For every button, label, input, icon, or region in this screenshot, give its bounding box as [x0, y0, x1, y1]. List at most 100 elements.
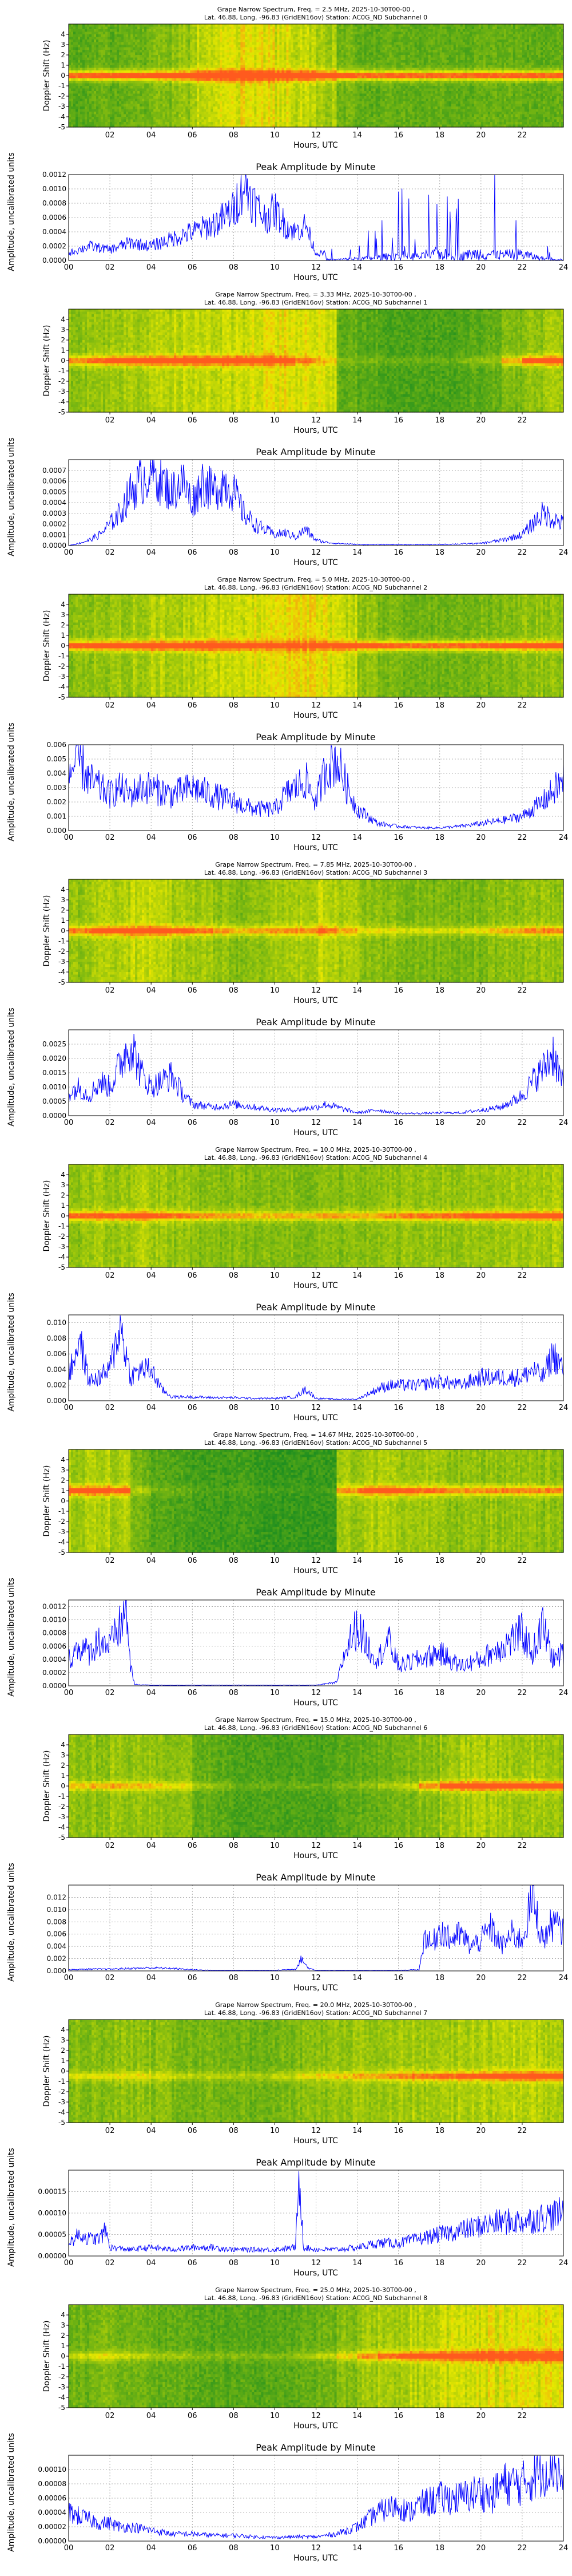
spectrogram-cell [140, 60, 142, 63]
spectrogram-cell [137, 117, 140, 120]
spectrogram-cell [140, 58, 142, 61]
spectrogram-cell [87, 104, 90, 107]
spectrogram-cell [119, 65, 122, 68]
spectrogram-cell [140, 32, 142, 35]
spectrogram-cell [158, 89, 161, 92]
spectrogram-cell [165, 70, 168, 73]
spectrogram-cell [96, 76, 99, 78]
spectrogram-cell [94, 58, 97, 61]
spectrogram-cell [110, 48, 113, 50]
spectrogram-cell [71, 29, 74, 32]
spectrogram-cell [119, 91, 122, 94]
spectrogram-cell [101, 101, 104, 104]
spectrogram-cell [76, 84, 78, 86]
spectrogram-cell [92, 112, 94, 114]
spectrogram-cell [151, 78, 154, 81]
spectrogram-cell [80, 81, 83, 84]
spectrogram-cell [149, 29, 152, 32]
spectrogram-cell [153, 91, 156, 94]
spectrogram-cell [110, 45, 113, 48]
spectrogram-cell [137, 24, 140, 27]
spectrogram-cell [94, 89, 97, 92]
spectrogram-cell [78, 89, 81, 92]
spectrogram-cell [124, 32, 126, 35]
spectrogram-cell [82, 42, 85, 45]
spectrogram-cell [78, 42, 81, 45]
spectrogram-cell [142, 63, 145, 66]
spectrogram-cell [128, 58, 131, 61]
spectrogram-cell [103, 68, 106, 71]
spectrogram-cell [130, 106, 133, 109]
spectrogram-cell [73, 78, 76, 81]
spectrogram-cell [128, 96, 131, 99]
spectrogram-cell [85, 91, 88, 94]
spectrogram-cell [160, 68, 163, 71]
spectrogram-cell [128, 32, 131, 35]
spectrogram-cell [124, 50, 126, 53]
spectrogram-cell [94, 68, 97, 71]
spectrogram-cell [126, 65, 129, 68]
spectrogram-cell [121, 65, 124, 68]
spectrogram-cell [94, 34, 97, 37]
spectrogram-cell [121, 76, 124, 78]
spectrogram-cell [146, 86, 149, 89]
spectrogram-cell [105, 122, 108, 125]
spectrogram-cell [76, 42, 78, 45]
spectrogram-cell [105, 37, 108, 40]
spectrogram-cell [162, 106, 165, 109]
spectrogram-cell [94, 73, 97, 76]
spectrogram-cell [87, 24, 90, 27]
spectrogram-cell [105, 89, 108, 92]
spectrogram-cell [69, 53, 72, 56]
spectrogram-cell [96, 32, 99, 35]
spectrogram-cell [124, 73, 126, 76]
spectrogram-cell [103, 106, 106, 109]
spectrogram-cell [124, 39, 126, 42]
spectrogram-cell [73, 104, 76, 107]
spectrogram-cell [112, 70, 115, 73]
spectrogram-cell [162, 53, 165, 56]
spectrogram-cell [146, 29, 149, 32]
spectrogram-cell [130, 81, 133, 84]
spectrogram-cell [108, 48, 110, 50]
spectrogram-cell [112, 42, 115, 45]
spectrogram-cell [69, 94, 72, 97]
spectrogram-cell [149, 101, 152, 104]
spectrogram-cell [126, 81, 129, 84]
spectrogram-cell [92, 109, 94, 112]
spectrogram-cell [73, 101, 76, 104]
spectrogram-cell [110, 101, 113, 104]
spectrogram-cell [130, 73, 133, 76]
spectrogram-cell [119, 63, 122, 66]
spectrogram-cell [140, 117, 142, 120]
spectrogram-cell [133, 68, 136, 71]
spectrogram-cell [151, 99, 154, 102]
spectrogram-cell [101, 81, 104, 84]
spectrogram-cell [76, 120, 78, 123]
spectrogram-cell [76, 73, 78, 76]
spectrogram-cell [108, 37, 110, 40]
spectrogram-cell [101, 114, 104, 117]
spectrogram-cell [80, 39, 83, 42]
spectrogram-cell [165, 94, 168, 97]
spectrogram-cell [76, 96, 78, 99]
spectrogram-cell [119, 58, 122, 61]
spectrogram-cell [140, 68, 142, 71]
spectrogram-cell [151, 50, 154, 53]
spectrogram-cell [112, 84, 115, 86]
spectrogram-cell [162, 68, 165, 71]
spectrogram-cell [112, 45, 115, 48]
spectrogram-cell [96, 65, 99, 68]
spectrogram-cell [158, 53, 161, 56]
spectrogram-cell [78, 86, 81, 89]
spectrogram-cell [162, 84, 165, 86]
spectrogram-cell [165, 84, 168, 86]
spectrogram-cell [162, 58, 165, 61]
spectrogram-cell [78, 45, 81, 48]
spectrogram-cell [87, 39, 90, 42]
spectrogram-cell [112, 58, 115, 61]
spectrogram-cell [114, 76, 117, 78]
spectrogram-cell [94, 70, 97, 73]
spectrogram-cell [142, 27, 145, 30]
spectrogram-cell [69, 45, 72, 48]
